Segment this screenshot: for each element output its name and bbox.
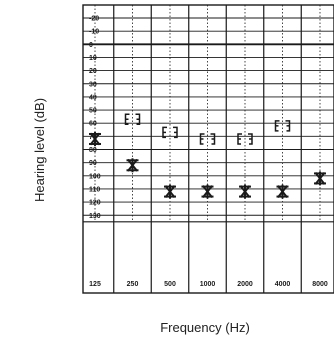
bracket-marker <box>162 126 178 139</box>
y-tick-label: 110 <box>89 186 100 193</box>
data-markers <box>89 113 326 199</box>
y-tick-label: 90 <box>89 160 97 167</box>
y-tick-label: 80 <box>89 147 97 154</box>
x-tick-label: 1000 <box>200 281 216 288</box>
y-tick-label: 0 <box>89 42 93 49</box>
y-tick-label: 20 <box>89 68 97 75</box>
y-tick-label: 60 <box>89 121 97 128</box>
y-axis-title: Hearing level (dB) <box>32 98 47 202</box>
x-tick-label: 4000 <box>275 281 291 288</box>
bracket-marker <box>237 133 253 145</box>
x-tick-label: 125 <box>89 281 101 288</box>
x-tick-label: 500 <box>164 281 176 288</box>
bracket-marker <box>124 113 141 126</box>
crossed-star-marker <box>239 184 251 199</box>
y-tick-label: 30 <box>89 81 97 88</box>
crossed-star-marker <box>126 158 139 173</box>
x-tick-label: 2000 <box>237 281 253 288</box>
crossed-star-marker <box>201 184 214 199</box>
y-tick-label: 100 <box>89 173 101 180</box>
y-tick-label: 120 <box>89 200 101 207</box>
crossed-star-marker <box>164 184 176 199</box>
y-tick-label: -20 <box>89 16 99 23</box>
plot-area <box>82 4 334 294</box>
crossed-star-marker <box>314 171 326 186</box>
crossed-star-marker <box>89 131 101 146</box>
y-tick-label: 10 <box>89 55 97 62</box>
y-tick-label: 130 <box>89 213 101 220</box>
x-tick-labels: 125 250 500 1000 2000 4000 8000 <box>89 281 328 288</box>
crossed-star-marker <box>276 184 289 199</box>
y-tick-label: 50 <box>89 108 97 115</box>
x-tick-label: 8000 <box>312 281 328 288</box>
x-axis-title: Frequency (Hz) <box>160 320 250 335</box>
x-tick-label: 250 <box>127 281 139 288</box>
y-tick-label: 40 <box>89 94 97 101</box>
bracket-marker <box>274 120 291 132</box>
y-tick-label: -10 <box>89 29 99 36</box>
bracket-marker <box>199 133 216 145</box>
